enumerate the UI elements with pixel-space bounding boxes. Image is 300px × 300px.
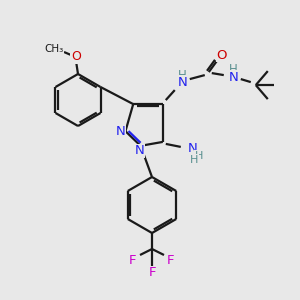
Text: H: H [190, 155, 198, 165]
Text: N: N [229, 70, 239, 84]
Text: H: H [177, 69, 186, 82]
Text: F: F [167, 254, 175, 266]
Text: CH₃: CH₃ [44, 44, 64, 54]
Text: N: N [188, 142, 198, 155]
Text: F: F [148, 266, 156, 280]
Text: O: O [71, 50, 81, 64]
Text: N: N [178, 76, 188, 88]
Text: H: H [195, 151, 203, 161]
Text: N: N [116, 125, 125, 138]
Text: O: O [217, 49, 227, 62]
Text: F: F [129, 254, 137, 266]
Text: H: H [228, 63, 237, 76]
Text: N: N [135, 144, 145, 157]
